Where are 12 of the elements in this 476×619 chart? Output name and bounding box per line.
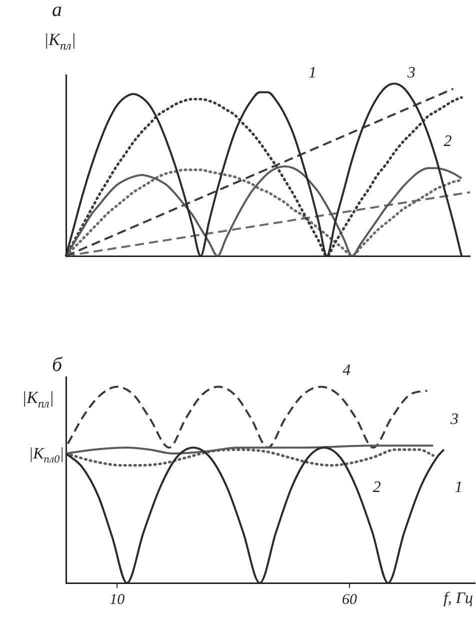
x-tick-label: 60: [342, 592, 358, 608]
annotation: 2: [372, 479, 381, 496]
annotation: 1: [454, 479, 463, 496]
annotation: 2: [444, 133, 452, 150]
annotation: 3: [450, 411, 459, 428]
x-axis-title: f, Гц: [443, 590, 473, 607]
text: 4: [342, 362, 351, 379]
chart-title: а: [52, 0, 62, 21]
chart-title: б: [52, 354, 63, 376]
text: 1: [308, 64, 316, 82]
text: 3: [406, 64, 416, 82]
x-tick-label: 10: [110, 592, 126, 608]
